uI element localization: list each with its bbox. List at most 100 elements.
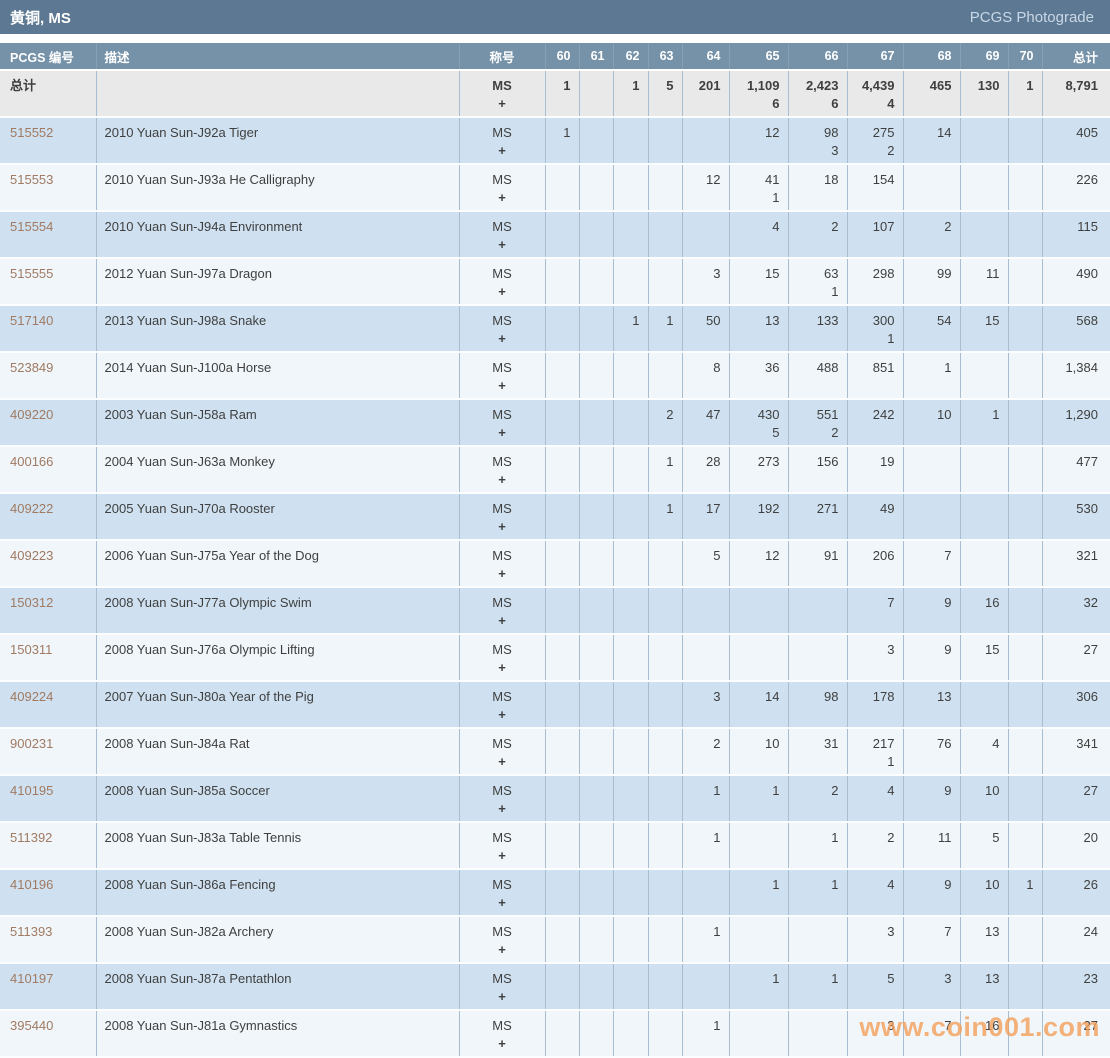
grade-68-cell: 76 [903, 728, 961, 776]
grade-70-cell [1008, 493, 1043, 541]
grade-count: 1 [772, 971, 780, 986]
pcgs-number-link[interactable]: 400166 [10, 454, 54, 469]
pcgs-number-link[interactable]: 515555 [10, 266, 54, 281]
grade-67-cell: 3 [847, 634, 904, 682]
grade-60-cell [545, 869, 580, 917]
grade-60-cell [545, 681, 580, 729]
grade-62-cell [613, 916, 649, 964]
grade-count: 178 [872, 689, 895, 704]
designation-cell: MS + [459, 916, 546, 964]
designation-cell: MS + [459, 681, 546, 729]
grade-65-cell [729, 916, 789, 964]
grade-64-cell [682, 963, 730, 1011]
pcgs-number-link[interactable]: 410195 [10, 783, 54, 798]
pcgs-number-link[interactable]: 517140 [10, 313, 54, 328]
grade-count: 98 [824, 689, 839, 704]
pcgs-number-link[interactable]: 511393 [10, 924, 53, 939]
grade-count: 18 [824, 172, 839, 187]
grade-count: 1 [666, 313, 674, 328]
total-cell: 32 [1042, 587, 1110, 635]
pcgs-number-cell: 410195 [0, 775, 97, 823]
total-cell: 341 [1042, 728, 1110, 776]
grade-67-cell: 49 [847, 493, 904, 541]
grade-67-cell: 298 [847, 258, 904, 306]
pcgs-number-link[interactable]: 150312 [10, 595, 54, 610]
total-cell: 568 [1042, 305, 1110, 353]
designation-cell: MS + [459, 775, 546, 823]
grade-count: 76 [937, 736, 952, 751]
pcgs-number-link[interactable]: 410196 [10, 877, 54, 892]
grade-count: 3 [887, 642, 895, 657]
grade-67-cell: 178 [847, 681, 904, 729]
photograde-link[interactable]: PCGS Photograde [969, 8, 1094, 26]
pcgs-number-link[interactable]: 409220 [10, 407, 54, 422]
designation-cell: MS + [459, 540, 546, 588]
grade-count: 3 [713, 689, 721, 704]
grade-61-cell [579, 634, 614, 682]
pcgs-number-link[interactable]: 409224 [10, 689, 54, 704]
grade-68-cell: 54 [903, 305, 961, 353]
pcgs-number-link[interactable]: 900231 [10, 736, 54, 751]
designation-cell: MS + [459, 493, 546, 541]
grade-61-cell [579, 446, 614, 494]
pcgs-number-link[interactable]: 395440 [10, 1018, 54, 1033]
grade-70-cell: 1 [1008, 70, 1043, 118]
grade-66-cell [788, 916, 848, 964]
pcgs-number-link[interactable]: 409223 [10, 548, 54, 563]
designation-cell: MS + [459, 869, 546, 917]
pcgs-number-link[interactable]: 515552 [10, 125, 54, 140]
grade-count: 15 [765, 266, 780, 281]
grade-68-cell: 13 [903, 681, 961, 729]
grade-count: 133 [816, 313, 839, 328]
designation-plus: + [498, 237, 506, 252]
grade-count: 91 [824, 548, 839, 563]
designation-ms: MS [492, 360, 512, 375]
grade-69-cell: 15 [960, 305, 1009, 353]
plus-count: 1 [772, 190, 780, 205]
designation-plus: + [498, 96, 506, 111]
coin-description: 2008 Yuan Sun-J85a Soccer [96, 775, 460, 823]
pcgs-number-link[interactable]: 409222 [10, 501, 54, 516]
grade-65-cell: 1 [729, 963, 789, 1011]
grade-count: 13 [985, 924, 1000, 939]
grade-66-cell: 63 1 [788, 258, 848, 306]
designation-ms: MS [492, 924, 512, 939]
grade-66-cell: 18 [788, 164, 848, 212]
plus-count: 1 [887, 331, 895, 346]
plus-count: 6 [831, 96, 839, 111]
grade-67-cell: 19 [847, 446, 904, 494]
grade-count: 2 [887, 830, 895, 845]
pcgs-number-link[interactable]: 523849 [10, 360, 54, 375]
grade-count: 300 [872, 313, 895, 328]
column-header-desc: 描述 [96, 43, 460, 71]
grade-62-cell [613, 1010, 649, 1058]
grade-62-cell [613, 352, 649, 400]
grade-68-cell: 7 [903, 1010, 961, 1058]
grade-67-cell: 4,439 4 [847, 70, 904, 118]
grade-count: 54 [937, 313, 952, 328]
table-row: 515552 2010 Yuan Sun-J92a Tiger MS +1 12 98 3 2… [0, 117, 1110, 165]
grade-70-cell [1008, 352, 1043, 400]
pcgs-number-link[interactable]: 150311 [10, 642, 53, 657]
column-header-69: 69 [960, 43, 1009, 71]
grade-count: 8 [713, 360, 721, 375]
grade-66-cell: 133 [788, 305, 848, 353]
coin-description: 2006 Yuan Sun-J75a Year of the Dog [96, 540, 460, 588]
pcgs-number-cell: 515552 [0, 117, 97, 165]
grade-60-cell [545, 258, 580, 306]
grade-64-cell: 3 [682, 258, 730, 306]
pcgs-number-link[interactable]: 515553 [10, 172, 54, 187]
grade-69-cell: 15 [960, 634, 1009, 682]
pcgs-number-link[interactable]: 511392 [10, 830, 53, 845]
grade-63-cell: 5 [648, 70, 683, 118]
pcgs-number-link[interactable]: 515554 [10, 219, 54, 234]
grade-61-cell [579, 822, 614, 870]
pcgs-number-link[interactable]: 410197 [10, 971, 54, 986]
grade-count: 242 [872, 407, 895, 422]
table-row: 523849 2014 Yuan Sun-J100a Horse MS +8 36 488… [0, 352, 1110, 400]
grade-count: 10 [985, 783, 1000, 798]
grade-60-cell [545, 634, 580, 682]
grade-63-cell [648, 728, 683, 776]
grade-61-cell [579, 963, 614, 1011]
grade-66-cell: 551 2 [788, 399, 848, 447]
